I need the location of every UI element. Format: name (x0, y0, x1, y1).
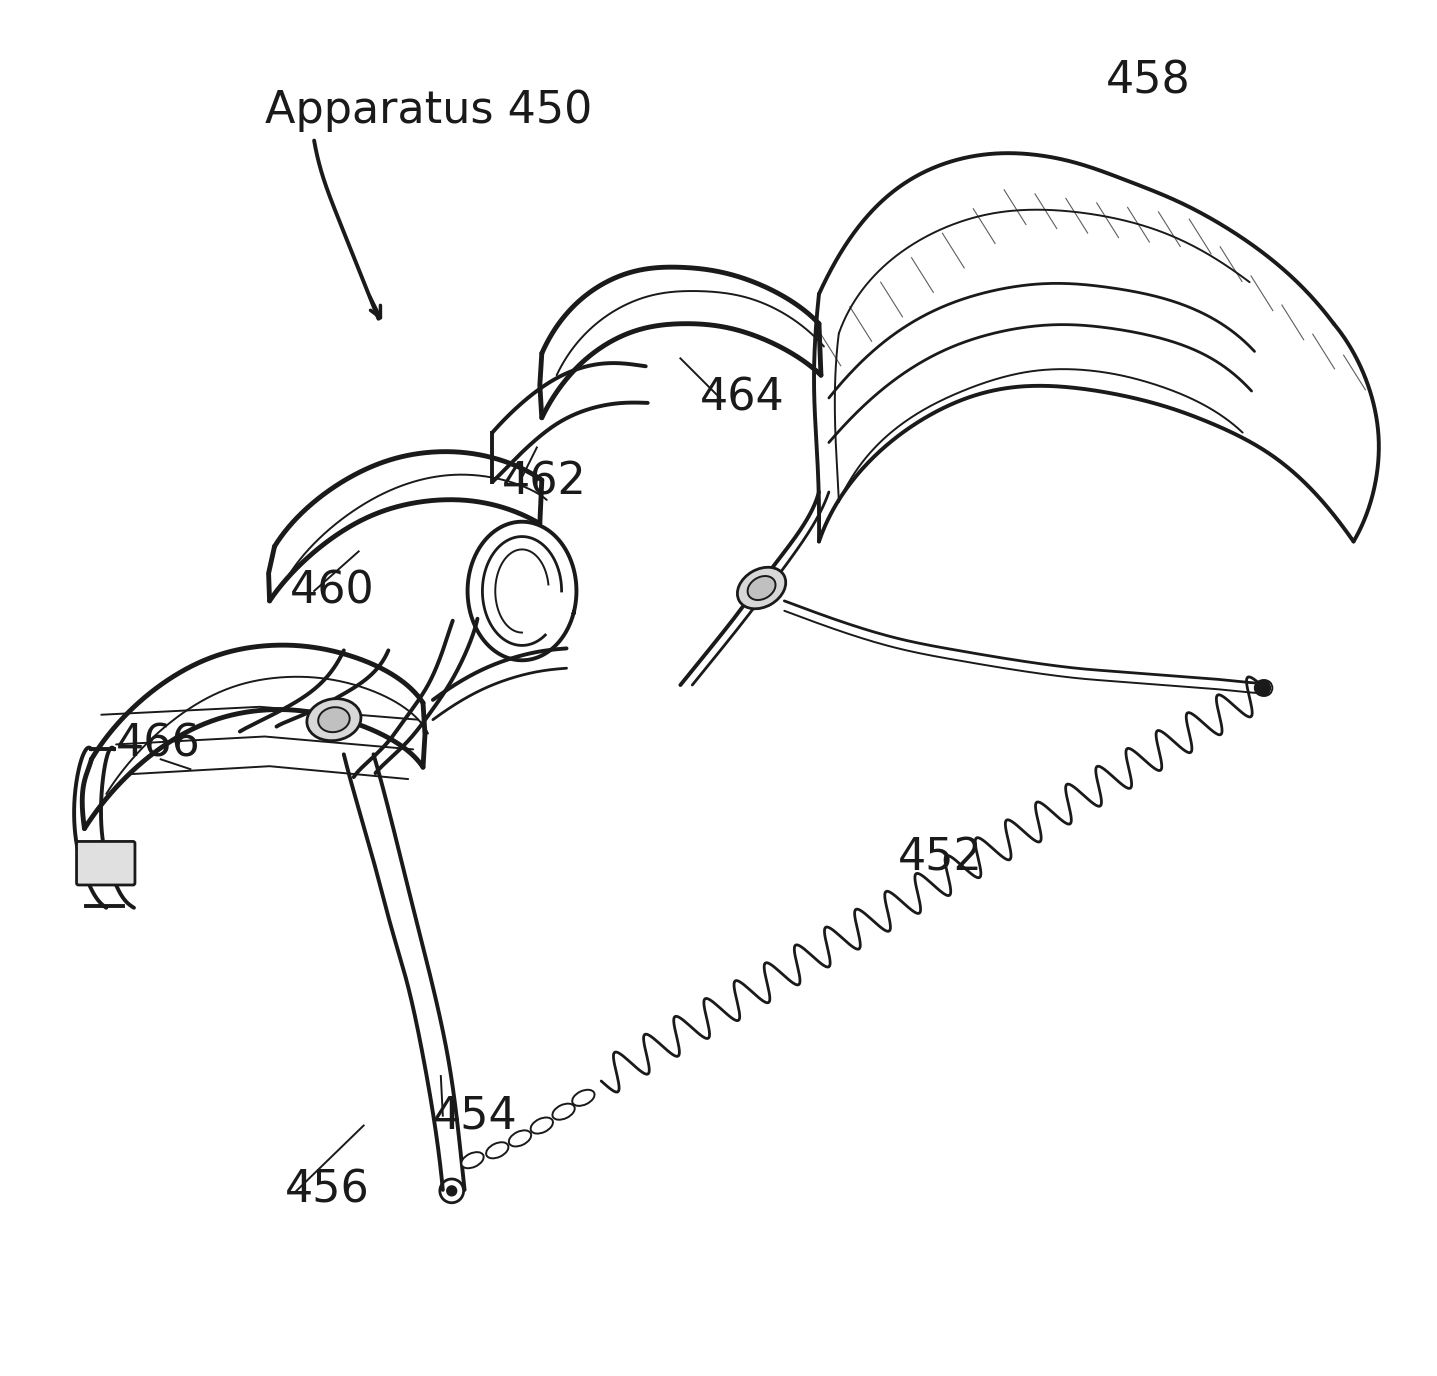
Ellipse shape (318, 707, 349, 732)
Text: 452: 452 (898, 837, 983, 879)
Circle shape (1262, 685, 1267, 691)
Text: 464: 464 (700, 377, 785, 420)
Text: 460: 460 (289, 570, 374, 612)
Ellipse shape (747, 577, 776, 600)
Text: 458: 458 (1106, 59, 1191, 103)
Circle shape (1255, 680, 1270, 696)
Ellipse shape (509, 1130, 532, 1146)
Ellipse shape (530, 1117, 553, 1134)
Ellipse shape (461, 1152, 484, 1168)
Text: 466: 466 (116, 722, 201, 766)
Text: Apparatus 450: Apparatus 450 (264, 89, 592, 132)
Ellipse shape (486, 1142, 509, 1159)
Text: 462: 462 (502, 461, 588, 504)
Ellipse shape (308, 699, 361, 740)
Circle shape (447, 1186, 457, 1196)
Text: 454: 454 (433, 1094, 517, 1137)
Text: 456: 456 (285, 1168, 369, 1211)
Ellipse shape (552, 1104, 575, 1120)
Ellipse shape (737, 567, 786, 608)
FancyBboxPatch shape (76, 842, 135, 885)
Ellipse shape (572, 1090, 595, 1106)
